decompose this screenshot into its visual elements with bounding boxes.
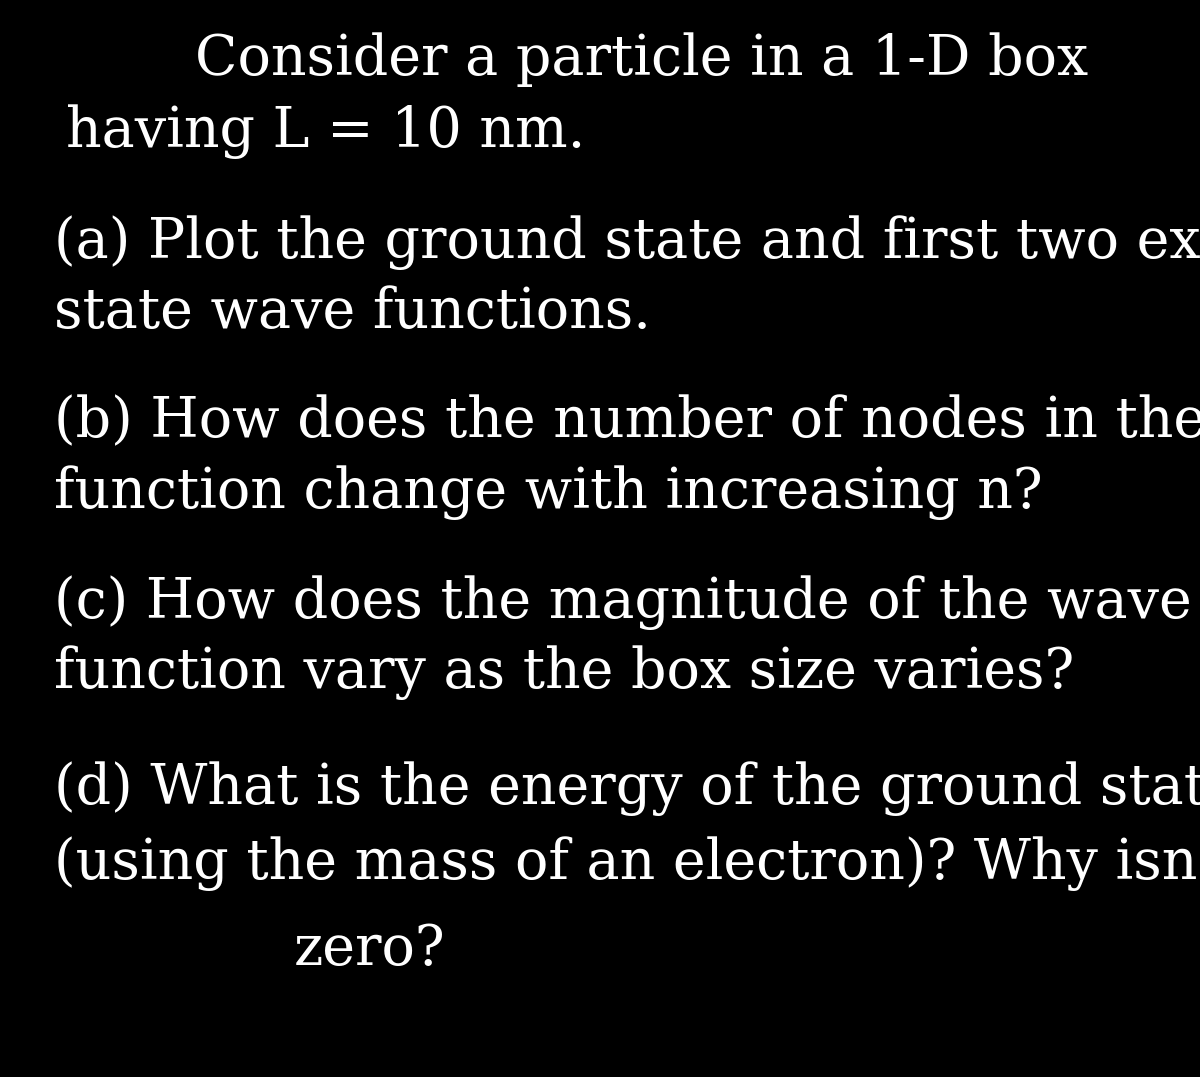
- Text: state wave functions.: state wave functions.: [54, 285, 650, 339]
- Text: zero?: zero?: [294, 923, 445, 977]
- Text: (c) How does the magnitude of the wave: (c) How does the magnitude of the wave: [54, 576, 1192, 630]
- Text: (d) What is the energy of the ground state: (d) What is the energy of the ground sta…: [54, 761, 1200, 815]
- Text: function vary as the box size varies?: function vary as the box size varies?: [54, 646, 1074, 700]
- Text: (a) Plot the ground state and first two excited: (a) Plot the ground state and first two …: [54, 215, 1200, 269]
- Text: Consider a particle in a 1-D box: Consider a particle in a 1-D box: [196, 32, 1088, 86]
- Text: having L = 10 nm.: having L = 10 nm.: [66, 104, 586, 158]
- Text: function change with increasing n?: function change with increasing n?: [54, 465, 1043, 519]
- Text: (using the mass of an electron)? Why isn’t it: (using the mass of an electron)? Why isn…: [54, 837, 1200, 891]
- Text: (b) How does the number of nodes in the wave: (b) How does the number of nodes in the …: [54, 395, 1200, 449]
